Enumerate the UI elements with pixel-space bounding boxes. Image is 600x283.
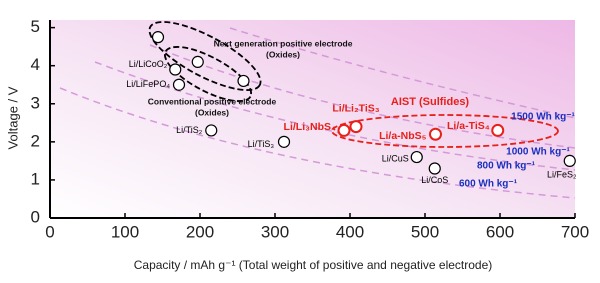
annotation: AIST (Sulfides) (391, 96, 470, 108)
x-tick-label: 100 (111, 222, 139, 241)
point (169, 63, 182, 76)
y-tick-label: 2 (31, 131, 40, 150)
point (277, 135, 291, 148)
y-tick-label: 0 (31, 207, 40, 226)
point-label: Li/Li₃NbS₄ (284, 121, 336, 133)
group-ellipses (148, 21, 559, 148)
point (205, 124, 218, 137)
annotation: 1500 Wh kg⁻¹ (511, 112, 575, 123)
x-tick-label: 600 (486, 222, 514, 241)
point-label: Li/CoS (421, 175, 448, 185)
point (429, 127, 442, 141)
point (349, 120, 363, 134)
x-tick-label: 700 (561, 222, 589, 241)
point (172, 78, 186, 91)
x-tick-label: 200 (186, 222, 214, 241)
y-axis-label: Voltage / V (5, 86, 20, 149)
x-tick-label: 0 (45, 222, 54, 241)
y-tick-label: 3 (31, 93, 40, 112)
point-label: Li/TiS₂ (176, 125, 203, 135)
x-axis-label: Capacity / mAh g⁻¹ (Total weight of posi… (134, 258, 493, 272)
annotation: 600 Wh kg⁻¹ (459, 179, 518, 190)
annotation: (Oxides) (195, 107, 229, 117)
point-label: Li/a-NbS₅ (379, 130, 427, 142)
point (237, 74, 250, 88)
point-label: Li/LiFePO₄ (126, 79, 170, 89)
annotation: 800 Wh kg⁻¹ (477, 161, 536, 172)
point-label: Li/a-TiS₄ (447, 120, 490, 132)
x-tick-label: 300 (261, 222, 289, 241)
point (410, 150, 423, 164)
point-label: Li/LiCoO₂ (129, 59, 168, 69)
point-label: Li/Li₂TiS₃ (332, 102, 379, 114)
y-tick-label: 4 (31, 55, 40, 74)
point-label: Li/FeS₂ (547, 169, 577, 179)
y-tick-label: 5 (31, 17, 40, 36)
point (337, 123, 351, 137)
annotation: Conventional positive electrode (148, 96, 277, 106)
point-label: Li/TiS₃ (248, 139, 275, 149)
point (563, 154, 576, 167)
point (151, 31, 165, 44)
point-label: Li/CuS (382, 153, 409, 163)
point (491, 123, 505, 137)
y-tick-label: 1 (31, 169, 40, 188)
annotation: 1000 Wh kg⁻¹ (506, 147, 570, 158)
annotation: (Oxides) (266, 49, 300, 59)
point (191, 55, 204, 68)
x-tick-label: 400 (336, 222, 364, 241)
point (428, 162, 441, 175)
annotation: Next generation positive electrode (214, 38, 353, 48)
x-tick-label: 500 (411, 222, 439, 241)
